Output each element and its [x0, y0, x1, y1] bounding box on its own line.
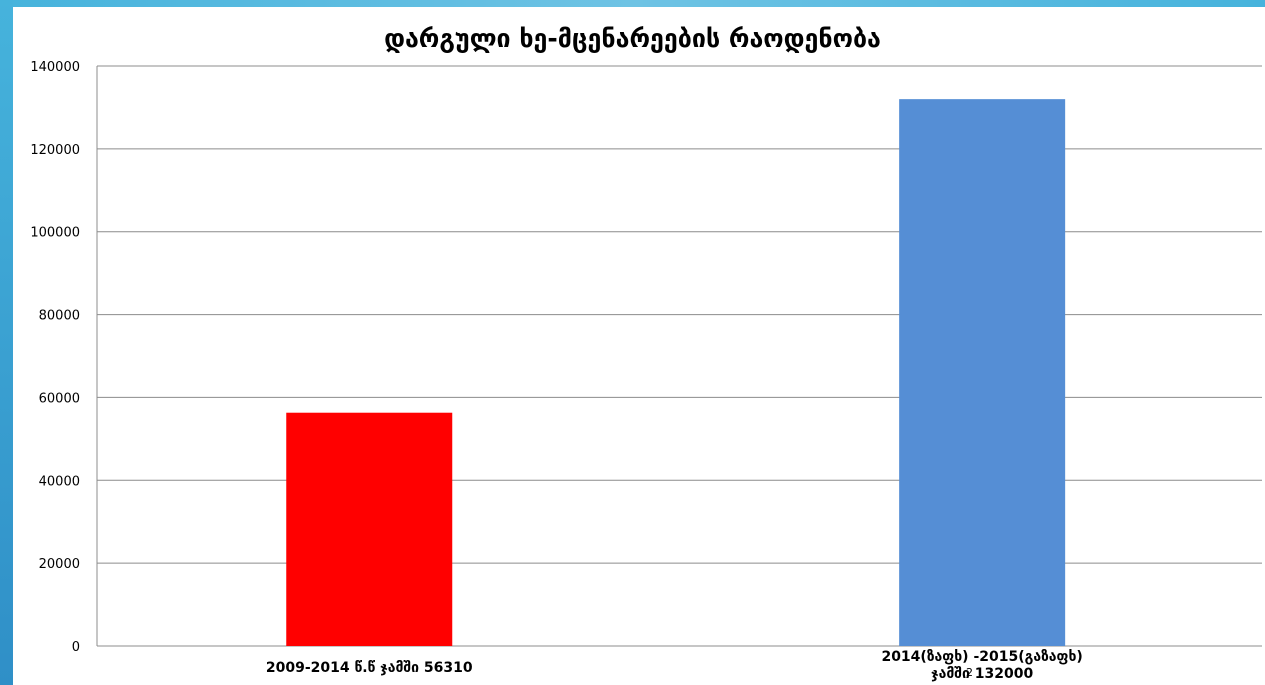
y-tick-label: 100000	[30, 226, 80, 241]
slide-top-bar	[0, 0, 1265, 7]
chart-title: დარგული ხე-მცენარეების რაოდენობა	[384, 24, 881, 53]
bar	[286, 412, 453, 646]
bar	[899, 99, 1066, 646]
y-tick-label: 120000	[30, 143, 80, 158]
x-category-label: 2014(ზაფხ) -2015(გაზაფხ)	[881, 649, 1082, 665]
y-tick-label: 0	[72, 640, 80, 655]
slide-number: 2	[966, 666, 973, 679]
x-category-label: ჯამში 132000	[931, 666, 1033, 682]
slide-left-edge	[0, 0, 13, 685]
x-category-label: 2009-2014 წ.წ ჯამში 56310	[266, 660, 473, 676]
y-tick-label: 80000	[39, 309, 80, 324]
y-tick-label: 40000	[39, 474, 80, 489]
y-tick-label: 140000	[30, 60, 80, 75]
y-tick-label: 60000	[39, 391, 80, 406]
y-tick-label: 20000	[39, 557, 80, 572]
